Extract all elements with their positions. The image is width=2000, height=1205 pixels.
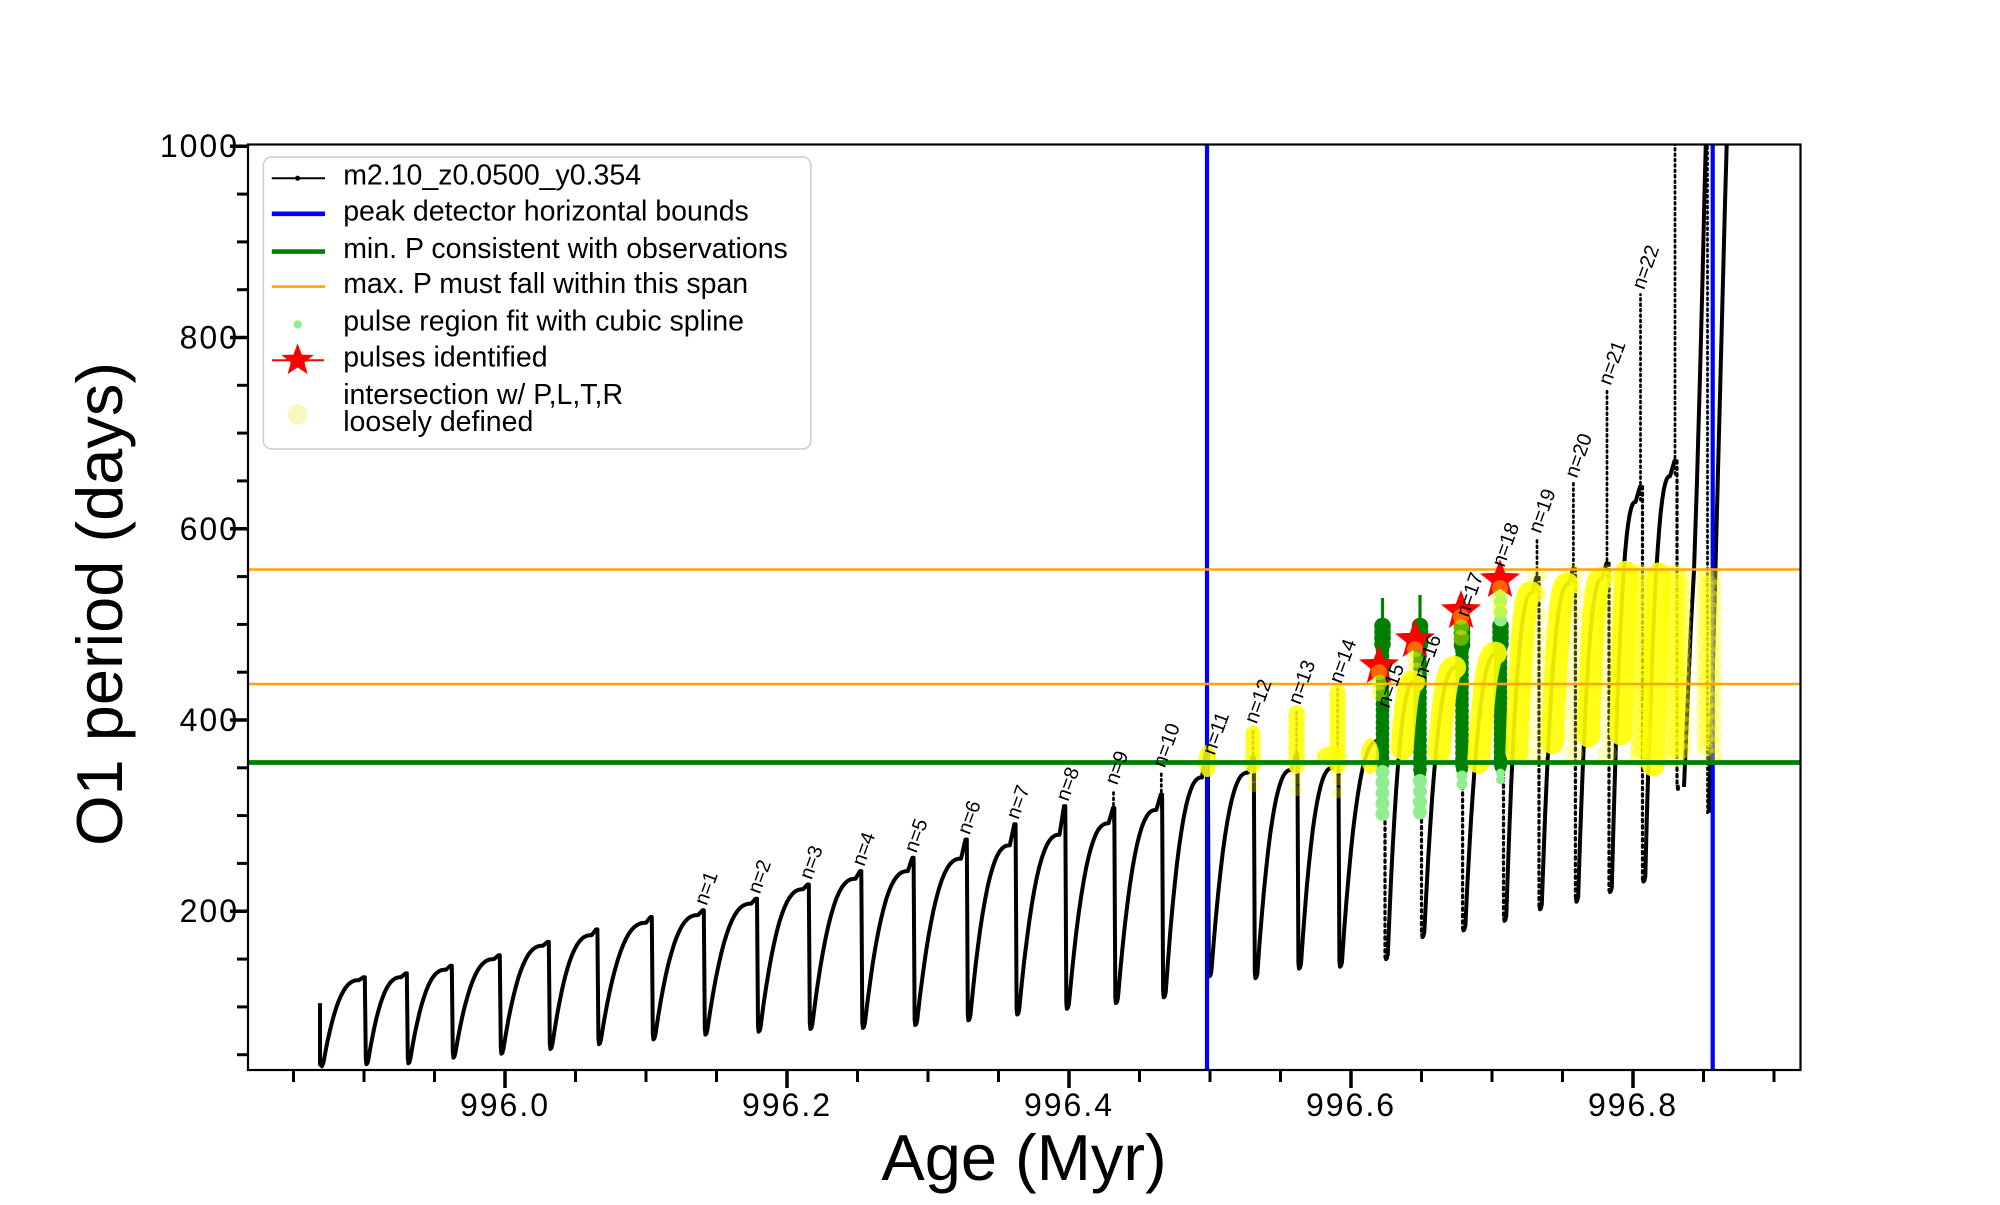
svg-text:pulse region fit with cubic sp: pulse region fit with cubic spline (343, 306, 744, 338)
svg-text:Age (Myr): Age (Myr) (881, 1121, 1166, 1194)
svg-text:996.2: 996.2 (742, 1087, 832, 1123)
svg-text:intersection w/ P,L,T,R: intersection w/ P,L,T,R (343, 379, 623, 411)
svg-text:996.4: 996.4 (1024, 1087, 1114, 1123)
svg-text:O1 period (days): O1 period (days) (63, 362, 136, 846)
svg-text:800: 800 (180, 320, 239, 356)
svg-text:peak detector horizontal bound: peak detector horizontal bounds (343, 196, 749, 228)
svg-text:996.8: 996.8 (1588, 1087, 1678, 1123)
svg-text:600: 600 (180, 511, 239, 547)
svg-text:m2.10_z0.0500_y0.354: m2.10_z0.0500_y0.354 (343, 160, 641, 192)
svg-text:1000: 1000 (160, 128, 239, 164)
svg-text:200: 200 (180, 893, 239, 929)
svg-text:loosely defined: loosely defined (343, 406, 533, 438)
svg-text:996.0: 996.0 (460, 1087, 550, 1123)
svg-text:max. P must fall within this s: max. P must fall within this span (343, 268, 748, 300)
svg-text:pulses identified: pulses identified (343, 341, 547, 373)
svg-text:min. P consistent with observa: min. P consistent with observations (343, 233, 788, 265)
svg-text:996.6: 996.6 (1306, 1087, 1396, 1123)
svg-text:400: 400 (180, 702, 239, 738)
